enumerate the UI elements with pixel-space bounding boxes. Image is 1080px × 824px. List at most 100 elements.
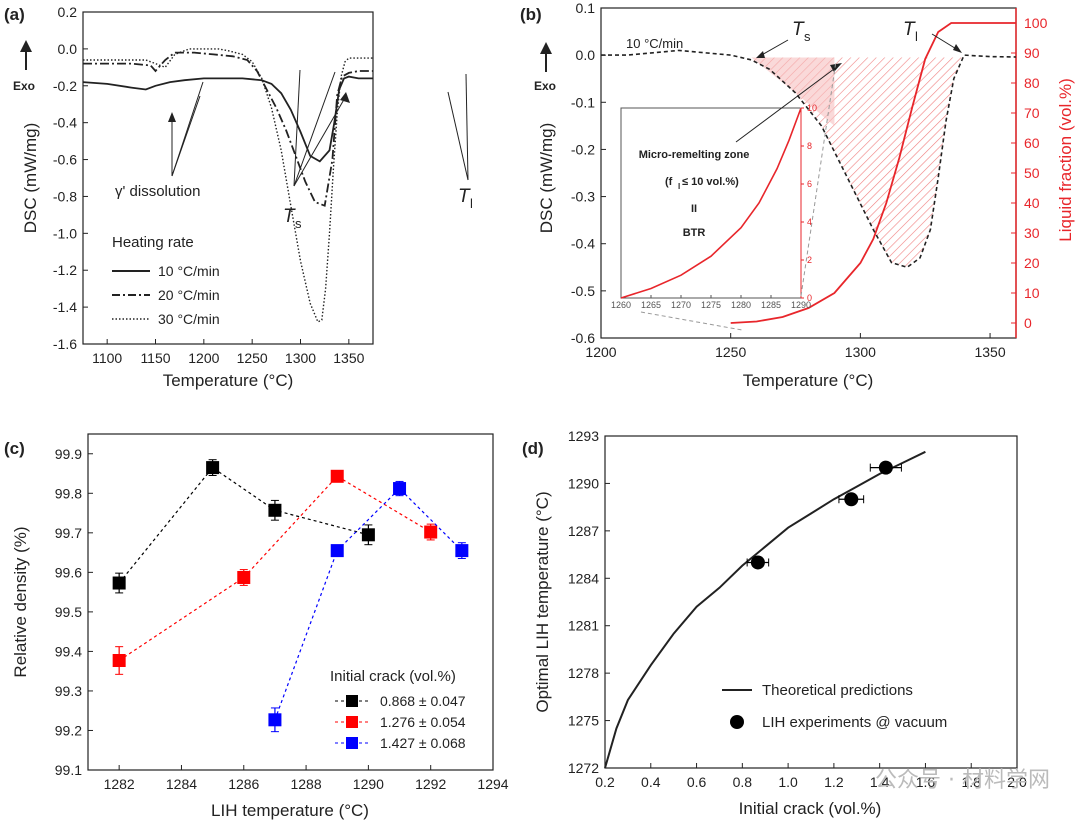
x-tick-label: 1200 — [585, 344, 616, 360]
y-tick-label: 99.6 — [55, 564, 82, 580]
panel-a-exo-arrowhead — [20, 40, 32, 52]
x-tick-label: 1.6 — [916, 774, 936, 790]
series-0-line — [118, 466, 369, 584]
y-tick-label: 1284 — [568, 570, 599, 586]
inset-x-tick-label: 1260 — [611, 300, 631, 310]
panel-a-x-ticks: 1100 1150 1200 1250 1300 1350 — [92, 339, 365, 366]
y2-tick-label: 90 — [1024, 45, 1040, 61]
panel-b-series — [601, 22, 1017, 324]
ts-arrow-2 — [293, 71, 336, 187]
c-legend-1: 1.276 ± 0.054 — [380, 714, 466, 730]
panel-b-y-label: DSC (mW/mg) — [537, 123, 556, 233]
y-tick-label: -0.5 — [571, 283, 595, 299]
legend-30: 30 °C/min — [158, 311, 220, 327]
y2-tick-label: 100 — [1024, 15, 1048, 31]
data-point-marker — [112, 576, 126, 590]
theoretical-predictions-line — [604, 450, 926, 769]
y-tick-label: -0.1 — [571, 94, 595, 110]
y-tick-label: -1.6 — [53, 336, 77, 352]
b-ts-label: T — [792, 19, 805, 40]
data-point-marker — [361, 528, 375, 542]
inset-cond-sub: l — [678, 182, 680, 191]
panel-a-y-ticks: 0.2 0.0 -0.2 -0.4 -0.6 -0.8 -1.0 -1.2 -1.4 -1.6 — [53, 4, 88, 352]
y-tick-label: -0.4 — [53, 115, 77, 131]
panel-b-x-label: Temperature (°C) — [743, 371, 874, 390]
inset-x-tick-label: 1270 — [671, 300, 691, 310]
x-tick-label: 0.8 — [733, 774, 753, 790]
y-tick-label: 99.5 — [55, 604, 82, 620]
panel-d-frame — [604, 435, 1018, 769]
panel-b-btr-shading — [751, 55, 965, 268]
watermark: 公众号 · 材料学网 — [875, 768, 1050, 793]
y-tick-label: 99.1 — [55, 762, 82, 778]
data-point-marker — [237, 570, 251, 584]
c-leg-marker-0 — [346, 695, 358, 707]
panel-a: (a) 0.2 0.0 -0.2 -0.4 -0.6 -0.8 -1.0 -1.2 -1.4 -1… — [4, 4, 473, 390]
panel-a-legend: Heating rate 10 °C/min 20 °C/min 30 °C/m… — [112, 234, 220, 327]
x-tick-label: 1300 — [845, 344, 876, 360]
x-tick-label: 0.6 — [687, 774, 707, 790]
panel-c-x-ticks: 1282 1284 1286 1288 1290 1292 1294 — [104, 765, 509, 792]
panel-b-exo-label: Exo — [534, 79, 556, 93]
y2-tick-label: 50 — [1024, 165, 1040, 181]
x-tick-label: 1294 — [477, 776, 508, 792]
series-1-line — [118, 475, 432, 661]
y-tick-label: -0.8 — [53, 188, 77, 204]
inset-y-tick-label: 0 — [807, 293, 812, 303]
inset-x-tick-label: 1275 — [701, 300, 721, 310]
inset-cond-2: ≤ 10 vol.%) — [682, 176, 739, 188]
panel-b: (b) 0.10.0-0.1-0.2-0.3-0.4-0.5-0.6 01020… — [520, 0, 1075, 390]
y-tick-label: 0.1 — [576, 0, 596, 16]
panel-d-legend: Theoretical predictions LIH experiments … — [722, 682, 947, 731]
legend-title: Heating rate — [112, 234, 194, 251]
inset-frame — [620, 107, 802, 299]
panel-b-y-ticks: 0.1 0.0 -0.1 -0.2 -0.3 -0.4 -0.5 -0.6 — [571, 0, 606, 346]
y-tick-label: 1281 — [568, 618, 599, 634]
gamma-arrowhead — [168, 112, 176, 122]
x-tick-label: 0.4 — [641, 774, 661, 790]
data-point-marker — [268, 503, 282, 517]
y-tick-label: -0.3 — [571, 189, 595, 205]
a-ts-sub: s — [295, 216, 302, 231]
tl-arrow-1 — [447, 91, 469, 181]
b-ts-sub: s — [804, 29, 811, 44]
panel-b-rate-label: 10 °C/min — [626, 36, 683, 51]
inset-cond-1: (f — [665, 176, 673, 188]
experiment-marker — [844, 492, 859, 507]
panel-c-y-ticks: 99.1 99.2 99.3 99.4 99.5 99.6 99.7 99.8 99.9 — [55, 446, 93, 778]
b-ts-arrow — [759, 39, 789, 57]
panel-b-exo-arrowhead — [540, 42, 552, 54]
btr-hatch — [751, 55, 965, 268]
panel-d-y-ticks: 1272 1275 1278 1281 1284 1287 1290 1293 — [568, 428, 610, 776]
b-tl-sub: l — [915, 29, 918, 44]
panel-b-label: (b) — [520, 5, 542, 24]
y-tick-label: -0.6 — [571, 330, 595, 346]
panel-a-series — [82, 48, 373, 323]
panel-c-y-label: Relative density (%) — [11, 526, 30, 677]
inset-y-tick-label: 4 — [807, 217, 812, 227]
inset-x-tick-label: 1290 — [791, 300, 811, 310]
x-tick-label: 1150 — [140, 350, 170, 366]
micro-remelting-shade — [751, 57, 835, 126]
y-tick-label: -0.6 — [53, 152, 77, 168]
panel-a-exo-label: Exo — [13, 79, 35, 93]
panel-d-x-label: Initial crack (vol.%) — [739, 799, 882, 818]
inset-btr: BTR — [683, 227, 706, 239]
data-point-marker — [424, 525, 438, 539]
experiment-marker — [878, 460, 893, 475]
y-tick-label: 1278 — [568, 665, 599, 681]
y-tick-label: 1272 — [568, 760, 599, 776]
series-20-line — [83, 51, 373, 207]
y2-tick-label: 60 — [1024, 135, 1040, 151]
y2-tick-label: 80 — [1024, 75, 1040, 91]
panel-d: (d) 1272 1275 1278 1281 1284 1287 1290 1293 0.2… — [522, 428, 1027, 818]
series-10-line — [82, 75, 373, 163]
panel-b-x-ticks: 1200 1250 1300 1350 — [585, 333, 1006, 360]
x-tick-label: 0.2 — [595, 774, 615, 790]
c-leg-marker-2 — [346, 737, 358, 749]
x-tick-label: 1.8 — [961, 774, 981, 790]
panel-d-y-label: Optimal LIH temperature (°C) — [533, 491, 552, 712]
gamma-arrow-3 — [171, 81, 204, 177]
x-tick-label: 1250 — [237, 350, 268, 366]
